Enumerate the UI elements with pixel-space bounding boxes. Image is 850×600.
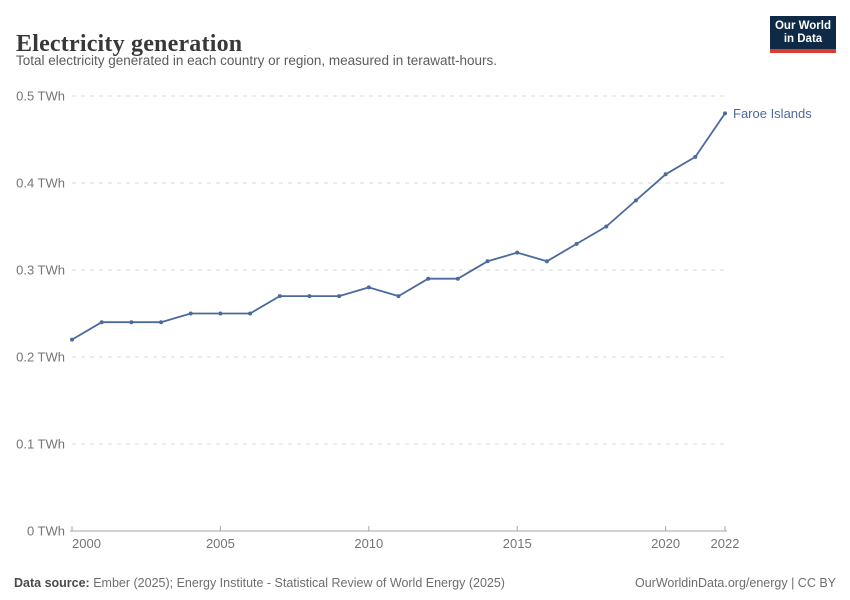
y-tick-label: 0.1 TWh [16, 437, 65, 452]
data-point[interactable] [455, 276, 460, 281]
x-tick-label: 2015 [503, 536, 532, 551]
owid-url-license-link[interactable]: OurWorldinData.org/energy | CC BY [634, 576, 836, 590]
data-point[interactable] [70, 337, 74, 342]
data-point[interactable] [277, 294, 282, 299]
y-tick-label: 0.2 TWh [16, 350, 65, 365]
x-tick-label: 2022 [711, 536, 740, 551]
data-point[interactable] [544, 259, 549, 264]
data-point[interactable] [366, 285, 371, 290]
owid-logo-text-line1: Our World [774, 20, 831, 32]
data-point[interactable] [574, 241, 579, 246]
page-title: Electricity generation [16, 31, 243, 58]
data-point[interactable] [159, 320, 164, 325]
data-point[interactable] [723, 111, 727, 116]
y-tick-label: 0 TWh [27, 524, 65, 539]
data-point[interactable] [663, 172, 668, 177]
x-tick-label: 2000 [72, 536, 101, 551]
data-point[interactable] [396, 294, 401, 299]
data-point[interactable] [337, 294, 342, 299]
data-point[interactable] [129, 320, 134, 325]
data-point[interactable] [99, 320, 104, 325]
data-source-label: Data source: [14, 576, 90, 590]
owid-logo[interactable]: Our World in Data [770, 16, 836, 53]
data-point[interactable] [515, 250, 520, 255]
owid-logo-text-line2: in Data [783, 33, 823, 45]
data-point[interactable] [633, 198, 638, 203]
data-point[interactable] [426, 276, 431, 281]
page-subtitle: Total electricity generated in each coun… [16, 53, 497, 68]
chart-line[interactable] [71, 112, 726, 341]
chart-footer: Data source: Ember (2025); Energy Instit… [0, 576, 850, 590]
x-tick-label: 2020 [651, 536, 680, 551]
data-point[interactable] [485, 259, 490, 264]
x-tick-label: 2010 [354, 536, 383, 551]
data-source-value: Ember (2025); Energy Institute - Statist… [93, 576, 505, 590]
data-point[interactable] [218, 311, 223, 316]
data-source-text: Data source: Ember (2025); Energy Instit… [14, 576, 505, 590]
data-point[interactable] [248, 311, 253, 316]
series-label[interactable]: Faroe Islands [733, 106, 812, 121]
x-tick-label: 2005 [206, 536, 235, 551]
y-tick-label: 0.4 TWh [16, 176, 65, 191]
data-point[interactable] [188, 311, 193, 316]
y-tick-label: 0.3 TWh [16, 263, 65, 278]
data-point[interactable] [693, 154, 698, 159]
data-point[interactable] [307, 294, 312, 299]
y-tick-label: 0.5 TWh [16, 89, 65, 104]
data-point[interactable] [604, 224, 609, 229]
